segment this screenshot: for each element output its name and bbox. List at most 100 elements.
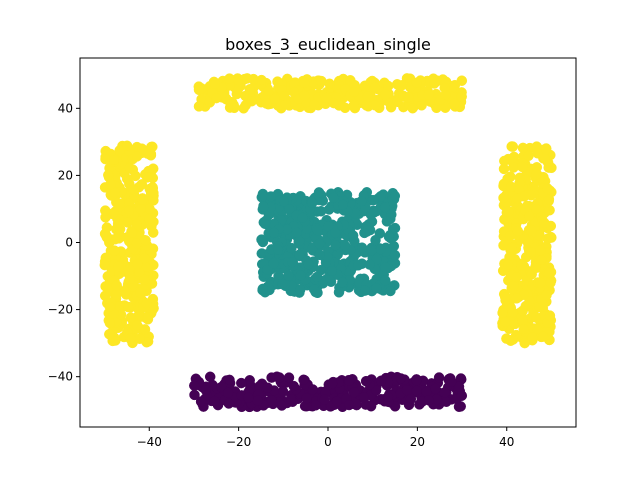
- scatter-point: [109, 187, 121, 198]
- scatter-point: [530, 312, 542, 323]
- scatter-point: [506, 242, 517, 254]
- scatter-point: [189, 380, 200, 391]
- scatter-point: [262, 382, 273, 393]
- scatter-point: [407, 102, 418, 114]
- scatter-point: [362, 91, 373, 102]
- scatter-point: [268, 227, 280, 239]
- scatter-point: [423, 395, 435, 406]
- x-tick-label: 20: [410, 435, 425, 449]
- scatter-point: [361, 100, 372, 111]
- scatter-point: [277, 386, 289, 397]
- scatter-point: [127, 184, 139, 196]
- scatter-point: [388, 240, 400, 252]
- scatter-point: [503, 206, 514, 217]
- scatter-point: [456, 91, 467, 102]
- scatter-point: [502, 259, 514, 270]
- scatter-point: [370, 234, 381, 246]
- scatter-point: [411, 77, 422, 89]
- scatter-point: [389, 249, 401, 261]
- scatter-point: [499, 291, 511, 303]
- scatter-point: [140, 235, 151, 246]
- scatter-point: [329, 227, 341, 239]
- scatter-point: [274, 372, 285, 383]
- points-layer: [99, 73, 557, 413]
- scatter-point: [211, 92, 222, 104]
- scatter-point: [283, 270, 294, 282]
- scatter-point: [225, 98, 236, 110]
- scatter-point: [244, 84, 256, 95]
- scatter-point: [266, 395, 277, 406]
- scatter-point: [453, 381, 465, 392]
- scatter-point: [126, 227, 138, 239]
- scatter-point: [508, 162, 519, 173]
- scatter-point: [136, 179, 148, 190]
- scatter-point: [113, 261, 124, 272]
- scatter-point: [132, 258, 143, 270]
- chart-title: boxes_3_euclidean_single: [225, 35, 431, 55]
- scatter-point: [423, 89, 434, 100]
- scatter-point: [111, 280, 122, 291]
- scatter-point: [262, 264, 273, 275]
- scatter-point: [326, 265, 338, 277]
- scatter-point: [327, 378, 338, 389]
- scatter-point: [307, 384, 319, 395]
- scatter-point: [144, 213, 155, 225]
- scatter-point: [544, 310, 556, 321]
- scatter-point: [380, 89, 391, 100]
- scatter-point: [114, 223, 126, 235]
- scatter-point: [383, 231, 395, 243]
- scatter-point: [379, 202, 391, 213]
- scatter-point: [209, 395, 220, 407]
- scatter-point: [301, 393, 312, 404]
- scatter-point: [137, 194, 148, 205]
- scatter-point: [380, 262, 391, 273]
- scatter-point: [536, 254, 547, 266]
- scatter-point: [368, 194, 379, 206]
- scatter-point: [310, 400, 321, 411]
- scatter-point: [122, 217, 133, 228]
- scatter-point: [252, 395, 264, 406]
- scatter-point: [265, 191, 277, 202]
- scatter-point: [295, 270, 306, 281]
- scatter-point: [440, 89, 451, 101]
- scatter-point: [519, 337, 530, 349]
- scatter-point: [430, 383, 441, 395]
- scatter-point: [238, 103, 249, 114]
- scatter-point: [104, 328, 115, 340]
- scatter-point: [330, 239, 341, 251]
- scatter-point: [531, 203, 542, 215]
- scatter-point: [507, 334, 519, 345]
- scatter-point: [139, 274, 150, 285]
- scatter-point: [535, 245, 546, 256]
- scatter-point: [497, 307, 508, 319]
- scatter-point: [546, 162, 557, 174]
- scatter-point: [216, 381, 227, 393]
- scatter-point: [375, 375, 387, 387]
- scatter-point: [433, 372, 445, 383]
- scatter-point: [100, 205, 111, 216]
- scatter-point: [303, 258, 314, 270]
- scatter-point: [283, 372, 295, 383]
- scatter-point: [358, 392, 370, 403]
- scatter-point: [517, 161, 528, 173]
- scatter-point: [328, 192, 339, 203]
- scatter-point: [348, 86, 360, 98]
- scatter-point: [131, 319, 143, 331]
- scatter-point: [359, 227, 370, 239]
- scatter-point: [505, 181, 517, 193]
- scatter-point: [195, 396, 207, 407]
- scatter-point: [256, 234, 267, 245]
- scatter-point: [110, 289, 122, 300]
- scatter-point: [545, 277, 556, 289]
- scatter-point: [405, 393, 417, 405]
- scatter-point: [278, 196, 290, 207]
- scatter-point: [328, 97, 340, 109]
- scatter-point: [359, 285, 371, 296]
- scatter-point: [381, 216, 393, 227]
- scatter-point: [323, 204, 335, 215]
- scatter-point: [314, 238, 325, 249]
- scatter-point: [104, 317, 116, 329]
- scatter-point: [395, 373, 407, 384]
- scatter-point: [532, 323, 543, 335]
